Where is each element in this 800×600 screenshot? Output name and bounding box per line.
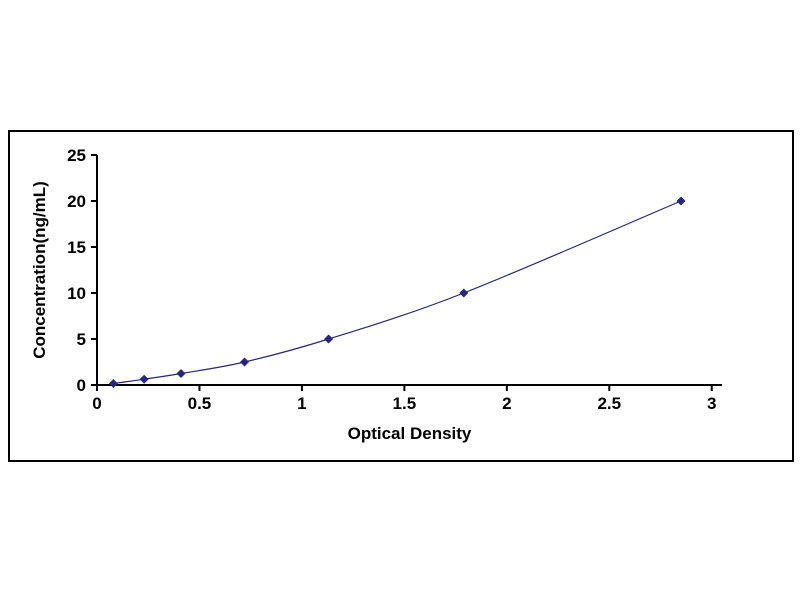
y-tick-label: 5 [77,330,86,349]
data-point-marker [139,374,149,384]
x-tick-label: 1 [297,394,306,413]
standard-curve-plot: 0 0.5 1 1.5 2 2.5 3 0 5 10 15 20 25 [67,146,722,413]
x-tick-label: 2.5 [597,394,621,413]
y-tick-label: 20 [67,192,86,211]
x-tick-label: 2 [502,394,511,413]
data-point-marker [459,288,469,298]
data-point-marker [108,379,118,389]
x-tick-label: 0.5 [188,394,212,413]
y-tick-label: 25 [67,146,86,165]
data-point-marker [240,357,250,367]
data-point-marker [176,369,186,378]
x-tick-label: 1.5 [393,394,417,413]
x-tick-label: 3 [707,394,716,413]
data-point-marker [676,196,686,206]
curve-line [113,200,682,385]
y-tick-label: 10 [67,284,86,303]
data-point-marker [324,334,334,344]
chart-frame: 0 0.5 1 1.5 2 2.5 3 0 5 10 15 20 25 Concentration(ng… [8,130,794,462]
y-tick-label: 15 [67,238,86,257]
x-tick-label: 0 [92,394,101,413]
y-tick-label: 0 [77,376,86,395]
